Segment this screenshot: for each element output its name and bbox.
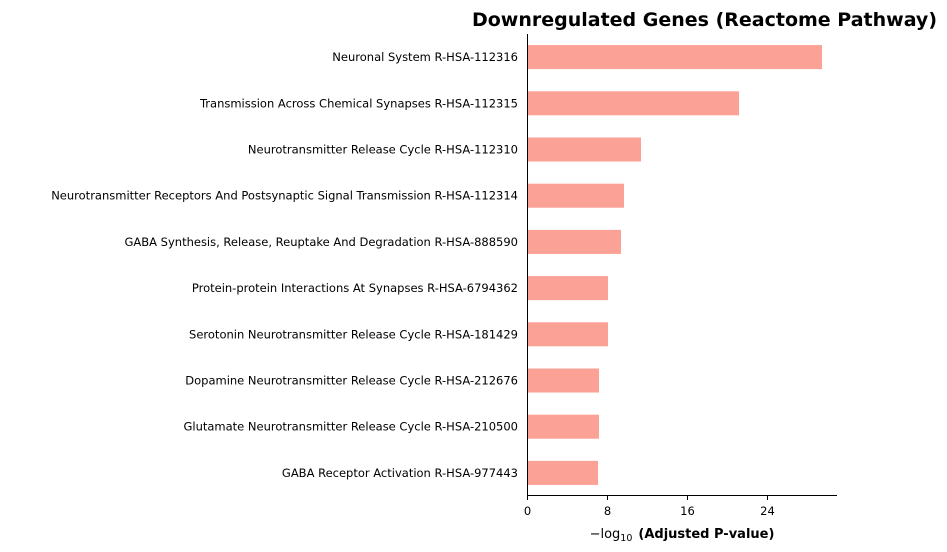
category-labels: Neuronal System R-HSA-112316 Transmission…: [51, 50, 518, 480]
category-label-2: Transmission Across Chemical Synapses R-…: [199, 96, 518, 110]
bar-4: [527, 183, 624, 208]
chart-title: Downregulated Genes (Reactome Pathway): [472, 9, 937, 31]
x-tick-label-1: 0: [524, 504, 531, 518]
bar-9: [527, 414, 599, 439]
category-label-6: Protein-protein Interactions At Synapses…: [192, 281, 518, 295]
bar-1: [527, 45, 822, 70]
bar-5: [527, 229, 621, 254]
bar-7: [527, 322, 608, 347]
category-label-1: Neuronal System R-HSA-112316: [332, 50, 518, 64]
category-label-8: Dopamine Neurotransmitter Release Cycle …: [185, 374, 518, 388]
category-label-3: Neurotransmitter Release Cycle R-HSA-112…: [248, 143, 518, 157]
bar-2: [527, 91, 739, 116]
category-label-7: Serotonin Neurotransmitter Release Cycle…: [189, 327, 518, 341]
bar-3: [527, 137, 641, 162]
x-ticks: 0 8 16 24: [524, 496, 775, 518]
x-tick-label-2: 8: [604, 504, 611, 518]
x-axis-label-main: (Adjusted P-value): [638, 527, 774, 542]
x-tick-label-3: 16: [680, 504, 695, 518]
category-label-5: GABA Synthesis, Release, Reuptake And De…: [124, 235, 518, 249]
x-axis-label: −log10 (Adjusted P-value): [590, 527, 775, 544]
bar-10: [527, 460, 598, 485]
bar-6: [527, 276, 608, 301]
x-axis-label-prefix: −log: [590, 527, 621, 542]
x-tick-label-4: 24: [760, 504, 775, 518]
x-axis-label-subscript: 10: [620, 533, 632, 544]
category-label-4: Neurotransmitter Receptors And Postsynap…: [51, 189, 518, 203]
bars-group: [527, 45, 822, 485]
bar-8: [527, 368, 599, 393]
category-label-10: GABA Receptor Activation R-HSA-977443: [282, 466, 518, 480]
category-label-9: Glutamate Neurotransmitter Release Cycle…: [183, 420, 518, 434]
